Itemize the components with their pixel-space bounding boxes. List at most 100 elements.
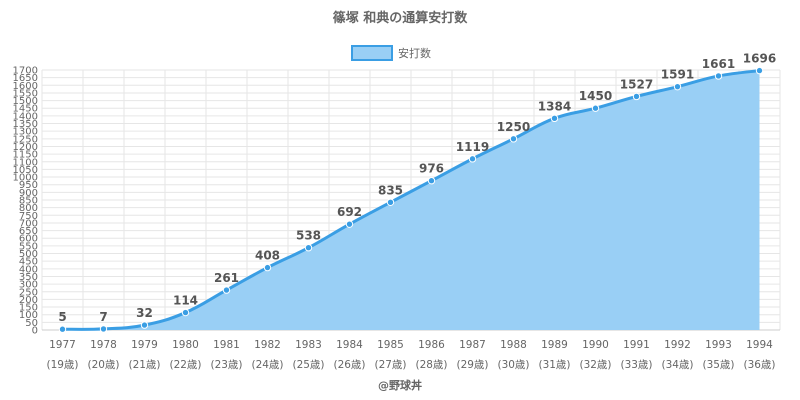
x-tick-sublabel: (35歳) [702, 359, 734, 371]
y-tick-label: 0 [32, 326, 38, 337]
data-point[interactable] [181, 308, 190, 317]
x-tick-label: 1994 [746, 339, 773, 351]
x-tick-label: 1985 [377, 339, 404, 351]
x-tick-sublabel: (20歳) [87, 359, 119, 371]
data-point[interactable] [427, 177, 436, 185]
data-label: 5 [58, 310, 66, 324]
y-tick-label: 1450 [13, 104, 38, 115]
x-tick-label: 1977 [49, 339, 76, 351]
data-point[interactable] [673, 82, 682, 91]
data-label: 835 [378, 183, 403, 197]
x-tick-sublabel: (22歳) [169, 359, 201, 371]
data-point[interactable] [58, 325, 67, 333]
y-tick-label: 1400 [13, 111, 38, 122]
data-point[interactable] [386, 198, 395, 206]
data-label: 1527 [620, 77, 653, 91]
x-tick-sublabel: (25歳) [292, 359, 324, 371]
x-tick-label: 1990 [582, 339, 609, 351]
data-point[interactable] [550, 114, 559, 123]
data-label: 1119 [456, 140, 489, 154]
x-tick-label: 1980 [172, 339, 199, 351]
data-label: 1661 [702, 57, 735, 71]
legend[interactable]: 安打数 [351, 45, 431, 61]
data-label: 261 [214, 271, 239, 285]
data-label: 32 [136, 306, 153, 320]
data-label: 7 [99, 310, 107, 324]
data-point[interactable] [632, 92, 641, 101]
y-tick-label: 150 [19, 303, 38, 314]
data-point[interactable] [304, 244, 313, 252]
x-tick-sublabel: (26歳) [333, 359, 365, 371]
y-axis-ticks: 0501001502002503003504004505005506006507… [13, 66, 38, 337]
y-tick-label: 1700 [13, 66, 38, 77]
area-fill [62, 70, 760, 331]
x-tick-sublabel: (19歳) [46, 359, 78, 371]
y-tick-label: 700 [19, 218, 38, 229]
data-label: 538 [296, 229, 321, 243]
y-tick-label: 950 [19, 180, 38, 191]
x-tick-sublabel: (31歳) [538, 359, 570, 371]
y-tick-label: 1550 [13, 88, 38, 99]
y-tick-label: 400 [19, 264, 38, 275]
legend-label: 安打数 [398, 46, 431, 60]
x-tick-sublabel: (21歳) [128, 359, 160, 371]
x-tick-sublabel: (32歳) [579, 359, 611, 371]
data-point[interactable] [99, 325, 108, 333]
data-label: 114 [173, 294, 198, 308]
data-label: 1450 [579, 89, 612, 103]
series-line [62, 69, 760, 331]
y-tick-label: 850 [19, 196, 38, 207]
y-tick-label: 1000 [13, 173, 38, 184]
x-tick-label: 1993 [705, 339, 732, 351]
data-label: 1250 [497, 120, 530, 134]
x-tick-sublabel: (29歳) [456, 359, 488, 371]
y-tick-label: 500 [19, 249, 38, 260]
data-label: 1591 [661, 68, 694, 82]
y-tick-label: 1600 [13, 81, 38, 92]
y-tick-label: 750 [19, 211, 38, 222]
data-label: 1696 [743, 52, 776, 66]
data-point[interactable] [222, 286, 231, 294]
x-tick-label: 1987 [459, 339, 486, 351]
y-tick-label: 200 [19, 295, 38, 306]
y-tick-label: 300 [19, 280, 38, 291]
x-axis-ticks: 1977 (19歳) 1978 (20歳) 1979 (21歳) 1980 (22歳) 1981… [46, 339, 775, 371]
x-tick-sublabel: (24歳) [251, 359, 283, 371]
data-point[interactable] [140, 321, 149, 329]
x-tick-label: 1988 [500, 339, 527, 351]
x-tick-label: 1991 [623, 339, 650, 351]
data-label: 1384 [538, 99, 571, 113]
y-tick-label: 1250 [13, 134, 38, 145]
legend-swatch [351, 45, 393, 61]
x-tick-sublabel: (28歳) [415, 359, 447, 371]
x-tick-label: 1986 [418, 339, 445, 351]
series-points [58, 66, 764, 333]
y-tick-label: 350 [19, 272, 38, 283]
data-point[interactable] [591, 104, 600, 112]
y-tick-label: 600 [19, 234, 38, 245]
data-label: 408 [255, 249, 280, 263]
y-tick-label: 1150 [13, 150, 38, 161]
y-tick-label: 1500 [13, 96, 38, 107]
y-tick-label: 1100 [13, 157, 38, 168]
data-point[interactable] [263, 263, 272, 272]
y-tick-label: 50 [25, 318, 38, 329]
data-point[interactable] [714, 72, 723, 80]
x-tick-label: 1982 [254, 339, 281, 351]
y-tick-label: 1200 [13, 142, 38, 153]
y-tick-label: 800 [19, 203, 38, 214]
data-point[interactable] [509, 135, 518, 143]
y-tick-label: 1300 [13, 127, 38, 138]
y-tick-label: 1650 [13, 73, 38, 84]
x-tick-sublabel: (27歳) [374, 359, 406, 371]
y-tick-label: 1050 [13, 165, 38, 176]
x-tick-label: 1981 [213, 339, 240, 351]
data-point[interactable] [468, 155, 477, 163]
y-tick-label: 100 [19, 310, 38, 321]
data-point[interactable] [345, 220, 354, 228]
data-point[interactable] [755, 66, 764, 75]
x-tick-sublabel: (23歳) [210, 359, 242, 371]
x-tick-label: 1978 [90, 339, 117, 351]
